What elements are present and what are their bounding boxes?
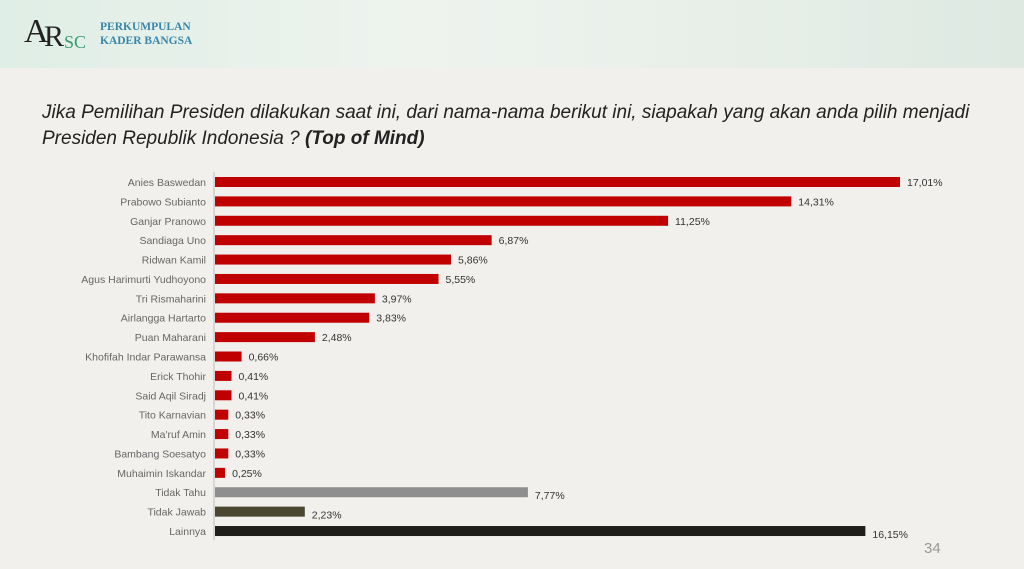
category-label: Ma'ruf Amin [151, 429, 206, 441]
bar [215, 312, 370, 323]
value-label: 11,25% [675, 216, 710, 228]
category-label: Airlangga Hartarto [121, 313, 206, 325]
bar [215, 370, 232, 381]
category-label: Tito Karnavian [139, 410, 206, 422]
value-label: 0,25% [232, 468, 262, 480]
value-label: 6,87% [499, 235, 529, 247]
bar [215, 273, 439, 284]
value-label: 5,55% [446, 274, 476, 286]
title-text: Jika Pemilihan Presiden dilakukan saat i… [42, 102, 970, 149]
arsc-logo: A R SC [24, 13, 86, 52]
value-label: 2,23% [312, 510, 342, 522]
bar [215, 506, 305, 517]
bar [215, 332, 315, 343]
slide-title: Jika Pemilihan Presiden dilakukan saat i… [42, 100, 1002, 152]
bar [215, 487, 528, 498]
bar [215, 429, 229, 440]
bar [215, 177, 900, 187]
bar [215, 254, 451, 265]
value-label: 5,86% [458, 255, 488, 267]
category-label: Erick Thohir [150, 371, 206, 383]
category-label: Agus Harimurti Yudhoyono [81, 274, 206, 286]
org-line-1: PERKUMPULAN [100, 21, 191, 33]
bar [215, 448, 229, 459]
value-label: 0,66% [249, 352, 279, 364]
category-label: Tidak Jawab [147, 507, 206, 519]
category-label: Said Aqil Siradj [135, 390, 206, 402]
value-label: 0,41% [239, 390, 269, 402]
svg-text:A: A [24, 13, 49, 50]
category-label: Sandiaga Uno [139, 235, 206, 247]
category-label: Khofifah Indar Parawansa [85, 352, 206, 364]
value-label: 14,31% [798, 196, 834, 208]
category-label: Ganjar Pranowo [130, 216, 206, 228]
org-name: PERKUMPULAN KADER BANGSA [100, 20, 192, 48]
page-number: 34 [924, 540, 941, 557]
category-label: Ridwan Kamil [142, 255, 206, 267]
bar [215, 526, 866, 537]
bar [215, 351, 242, 362]
category-label: Muhaimin Iskandar [117, 468, 206, 480]
svg-text:R: R [44, 20, 64, 52]
value-label: 16,15% [872, 529, 908, 541]
bar [215, 390, 232, 401]
bar [215, 235, 492, 246]
header-banner: A R SC PERKUMPULAN KADER BANGSA [0, 0, 1024, 68]
category-label: Tidak Tahu [155, 487, 206, 499]
bar [215, 293, 375, 304]
category-label: Prabowo Subianto [120, 196, 206, 208]
value-label: 2,48% [322, 332, 352, 344]
category-label: Tri Rismaharini [136, 293, 206, 305]
category-label: Anies Baswedan [128, 177, 206, 189]
value-label: 3,97% [382, 293, 412, 305]
category-label: Lainnya [169, 526, 206, 538]
bar [215, 215, 669, 226]
value-label: 0,33% [235, 448, 265, 460]
svg-text:SC: SC [64, 32, 86, 52]
bar [215, 467, 226, 478]
value-label: 0,33% [235, 410, 265, 422]
value-label: 7,77% [535, 490, 565, 502]
value-label: 0,41% [239, 371, 269, 383]
value-label: 0,33% [235, 429, 265, 441]
category-label: Puan Maharani [135, 332, 206, 344]
org-line-2: KADER BANGSA [100, 35, 193, 47]
category-label: Bambang Soesatyo [114, 448, 206, 460]
bar [215, 196, 792, 207]
bar [215, 409, 229, 420]
value-label: 3,83% [376, 313, 406, 325]
value-label: 17,01% [907, 177, 943, 189]
title-emphasis: (Top of Mind) [305, 128, 425, 149]
